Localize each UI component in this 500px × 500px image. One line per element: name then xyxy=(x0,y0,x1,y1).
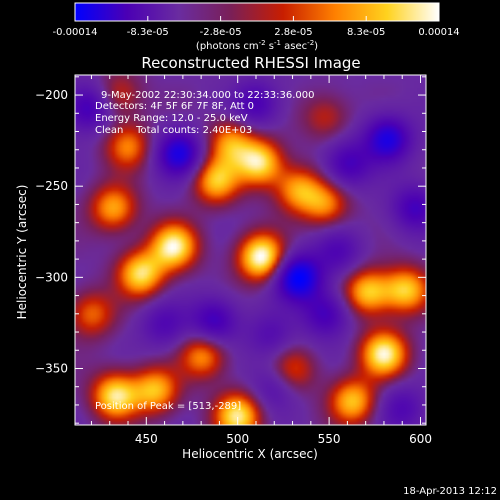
x-tick-label: 600 xyxy=(409,432,432,446)
x-tick-label: 550 xyxy=(318,432,341,446)
plot-frame xyxy=(74,74,427,426)
y-tick-label: −200 xyxy=(35,88,68,102)
y-tick-labels: −200 −250 −300 −350 xyxy=(35,88,68,375)
colorbar-unit-label: (photons cm-2 s-1 asec-2) xyxy=(196,39,318,52)
y-tick-label: −250 xyxy=(35,179,68,193)
colorbar-tick-label: -8.3e-05 xyxy=(127,27,169,38)
colorbar-tick-label: -2.8e-05 xyxy=(200,27,242,38)
annotation-peak-position: Position of Peak = [513,-289] xyxy=(95,401,241,412)
x-tick-label: 450 xyxy=(135,432,158,446)
colorbar-frame xyxy=(74,2,440,22)
y-tick-label: −350 xyxy=(35,361,68,375)
y-axis-label: Heliocentric Y (arcsec) xyxy=(15,185,29,320)
x-tick-label: 500 xyxy=(226,432,249,446)
heatmap-image xyxy=(75,75,426,425)
colorbar-tick-labels: -0.00014 -8.3e-05 -2.8e-05 2.8e-05 8.3e-05 0.… xyxy=(53,27,460,38)
colorbar-tick-label: -0.00014 xyxy=(53,27,98,38)
axis-ticks xyxy=(75,75,426,425)
x-tick-labels: 450 500 550 600 xyxy=(135,432,432,446)
annotation-clean-counts: Clean Total counts: 2.40E+03 xyxy=(95,125,252,136)
annotation-energy-range: Energy Range: 12.0 - 25.0 keV xyxy=(95,113,248,124)
y-tick-label: −300 xyxy=(35,270,68,284)
colorbar-ticks xyxy=(74,16,440,21)
footer-date: 18-Apr-2013 12:12 xyxy=(403,486,497,497)
annotation-detectors: Detectors: 4F 5F 6F 7F 8F, Att 0 xyxy=(95,101,254,112)
chart-title: Reconstructed RHESSI Image xyxy=(141,54,360,72)
colorbar xyxy=(75,3,439,21)
colorbar-tick-label: 8.3e-05 xyxy=(347,27,385,38)
annotation-time-range: 9-May-2002 22:30:34.000 to 22:33:36.000 xyxy=(101,90,314,101)
colorbar-tick-label: 0.00014 xyxy=(418,27,459,38)
x-axis-label: Heliocentric X (arcsec) xyxy=(182,447,318,461)
colorbar-tick-label: 2.8e-05 xyxy=(274,27,312,38)
